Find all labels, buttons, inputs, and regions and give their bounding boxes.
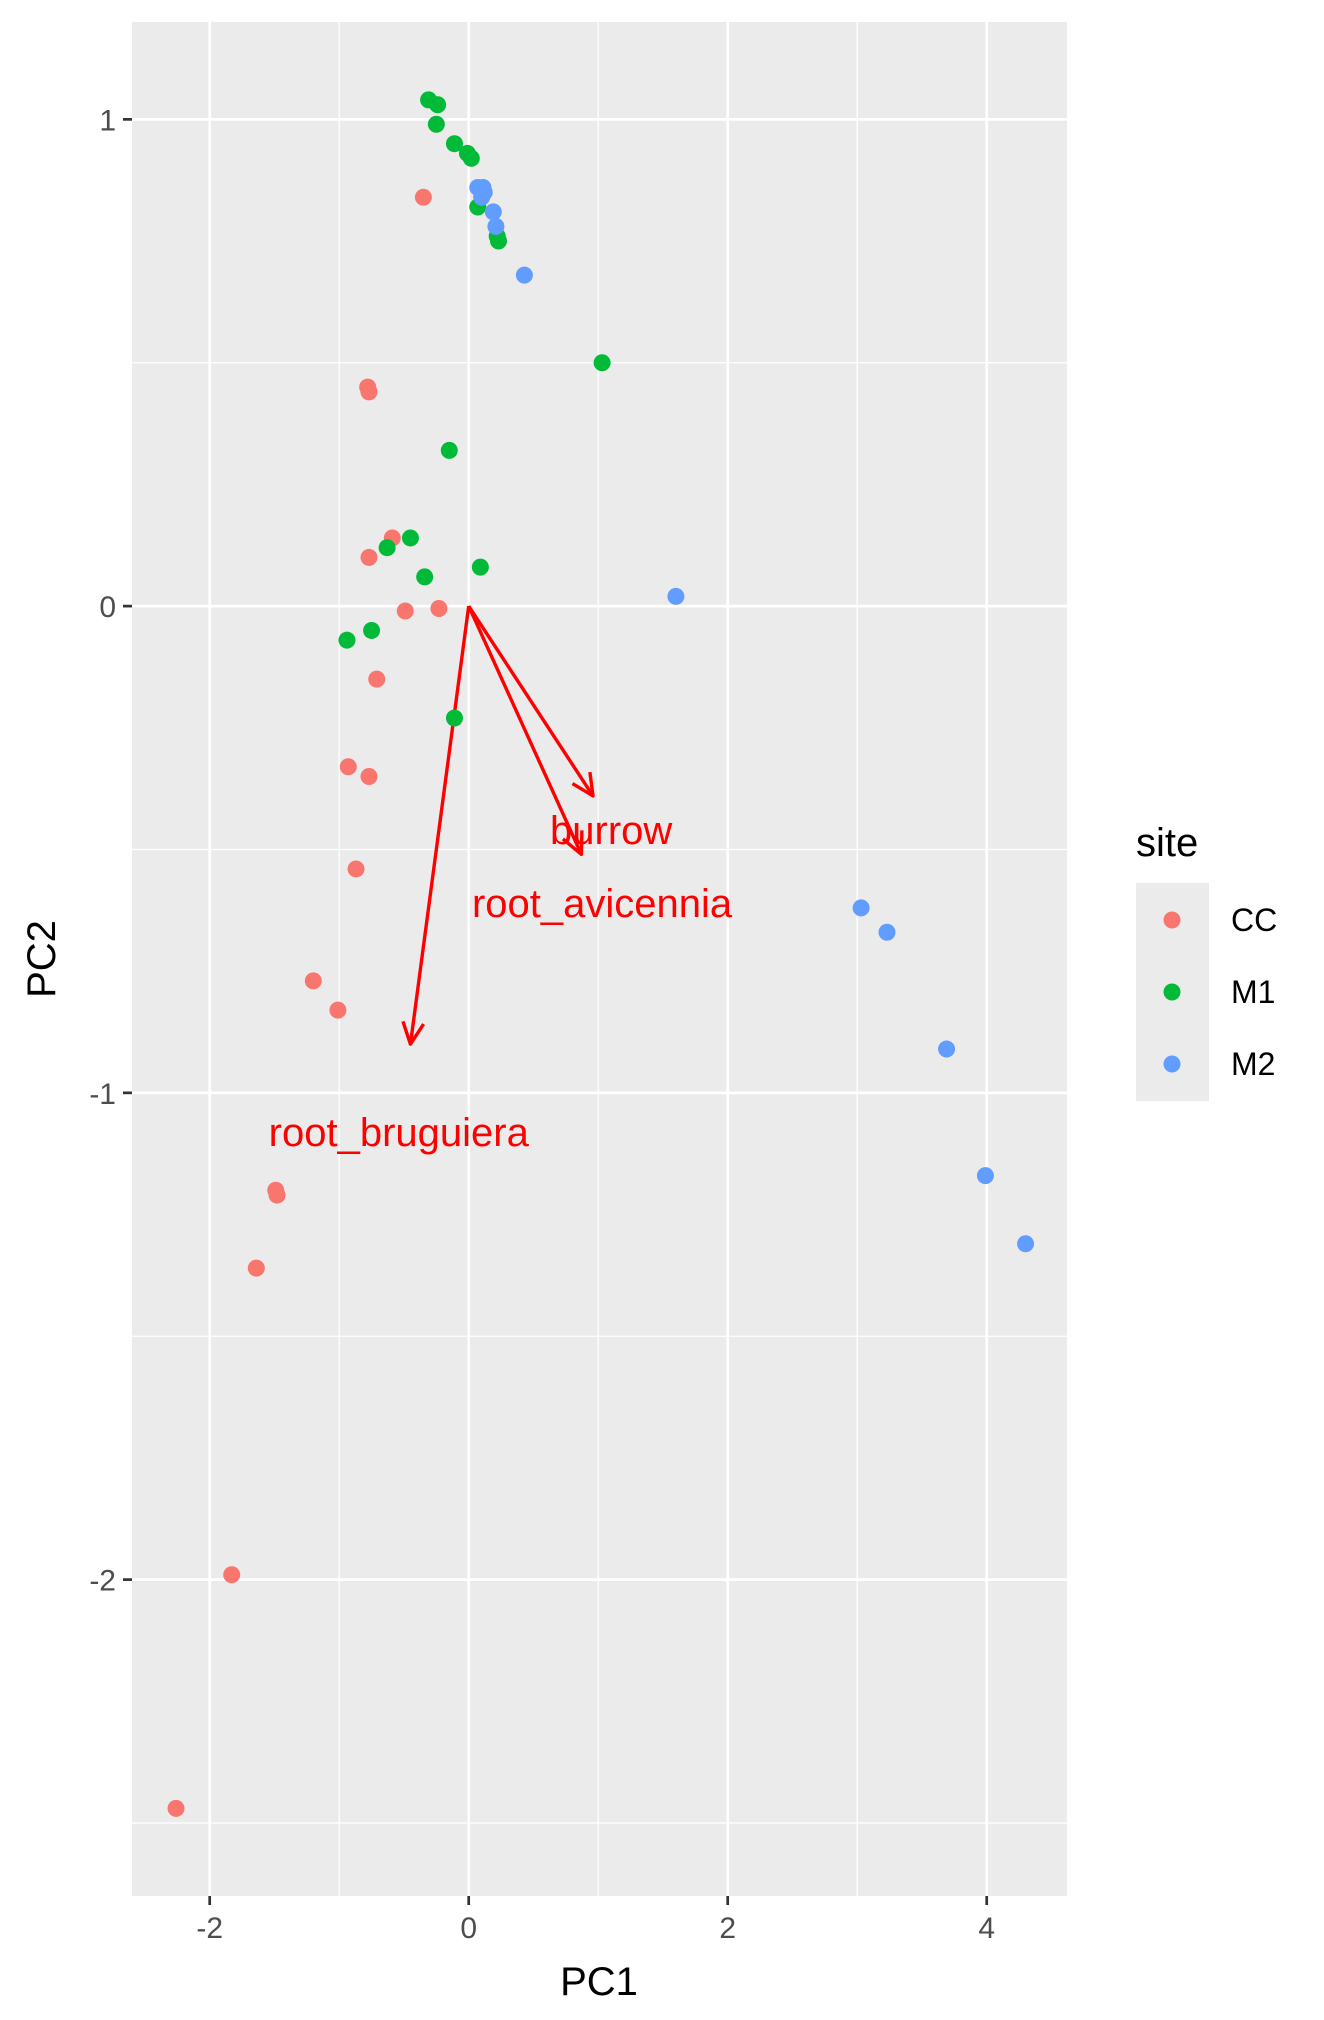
data-point-m2: [938, 1040, 956, 1058]
data-point-m1: [363, 621, 381, 639]
data-point-m1: [445, 135, 463, 153]
x-tick-label: -2: [196, 1912, 223, 1945]
data-point-m1: [445, 709, 463, 727]
data-point-cc: [360, 767, 378, 785]
data-point-cc: [223, 1566, 241, 1584]
data-point-m1: [401, 529, 419, 547]
loading-arrow-shaft: [467, 605, 583, 856]
data-point-m1: [593, 354, 611, 372]
y-tick-label: 1: [99, 104, 116, 137]
data-point-cc: [396, 602, 414, 620]
data-point-m1: [462, 149, 480, 167]
data-point-cc: [347, 860, 365, 878]
data-point-m1: [471, 558, 489, 576]
loading-label: burrow: [550, 809, 672, 853]
data-point-m2: [667, 587, 685, 605]
loading-arrow-head: [571, 771, 595, 798]
data-point-m1: [429, 96, 447, 114]
x-tick-label: 4: [978, 1912, 995, 1945]
loading-arrows: [401, 605, 595, 1046]
data-point-cc: [360, 383, 378, 401]
data-point-cc: [167, 1799, 185, 1817]
legend-title: site: [1136, 821, 1198, 865]
legend-label: M1: [1231, 974, 1275, 1010]
data-point-cc: [368, 670, 386, 688]
x-axis: -2 0 2 4: [196, 1896, 995, 1945]
data-point-cc: [268, 1186, 286, 1204]
data-point-cc: [339, 758, 357, 776]
data-point-m2: [1017, 1235, 1035, 1253]
data-point-m1: [338, 631, 356, 649]
loading-label: root_bruguiera: [269, 1111, 530, 1155]
loading-arrow-head: [561, 830, 584, 857]
loading-label: root_avicennia: [472, 882, 733, 926]
y-axis-title: PC2: [20, 920, 64, 998]
legend-key-m1: [1163, 983, 1181, 1001]
legend-key-cc: [1163, 911, 1181, 929]
data-point-m2: [487, 217, 505, 235]
plot-panel: [132, 22, 1067, 1896]
data-point-cc: [247, 1259, 265, 1277]
y-tick-label: -1: [89, 1078, 116, 1111]
x-axis-title: PC1: [560, 1960, 638, 2004]
data-point-m2: [976, 1167, 994, 1185]
y-tick-label: -2: [89, 1565, 116, 1598]
data-point-m2: [484, 203, 502, 221]
data-point-cc: [360, 548, 378, 566]
data-point-cc: [304, 972, 322, 990]
data-point-m1: [427, 115, 445, 133]
x-tick-label: 0: [460, 1912, 477, 1945]
loading-arrow-shaft: [408, 605, 471, 1045]
data-point-m1: [489, 232, 507, 250]
loading-arrow-shaft: [467, 605, 595, 797]
legend-label: CC: [1231, 902, 1277, 938]
data-point-m2: [515, 266, 533, 284]
data-point-m2: [473, 188, 491, 206]
minor-gridlines: [132, 22, 1067, 1896]
data-point-m1: [378, 539, 396, 557]
data-point-m2: [878, 923, 896, 941]
y-tick-label: 0: [99, 591, 116, 624]
data-point-cc: [414, 188, 432, 206]
legend-label: M2: [1231, 1046, 1275, 1082]
data-point-m1: [416, 568, 434, 586]
legend: site CC M1 M2: [1136, 821, 1277, 1101]
data-point-m1: [440, 441, 458, 459]
data-point-cc: [430, 600, 448, 618]
major-gridlines: [132, 22, 1067, 1896]
data-point-cc: [329, 1001, 347, 1019]
loading-arrow-head: [401, 1020, 426, 1046]
data-points: [167, 91, 1035, 1817]
loading-labels: burrow root_avicennia root_bruguiera: [269, 809, 733, 1155]
y-axis: -2 -1 0 1: [89, 104, 132, 1598]
data-point-m2: [852, 899, 870, 917]
legend-key-m2: [1163, 1055, 1181, 1073]
x-tick-label: 2: [719, 1912, 736, 1945]
